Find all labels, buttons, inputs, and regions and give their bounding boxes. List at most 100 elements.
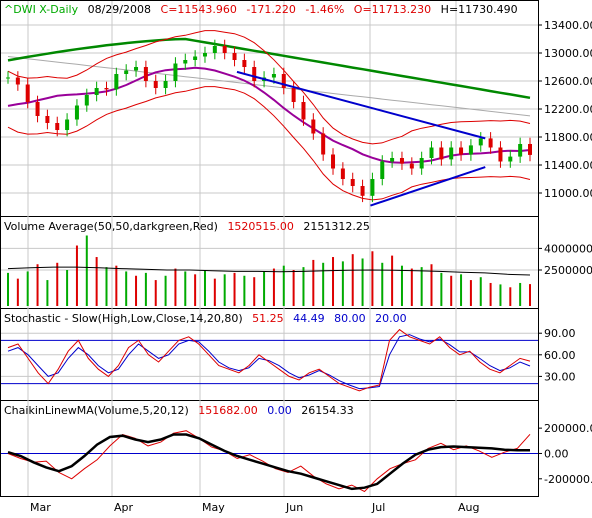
price-bar xyxy=(212,46,217,53)
y-tick-label: 11000.00 xyxy=(544,187,592,200)
price-bar xyxy=(15,77,20,85)
price-bar xyxy=(153,81,158,88)
chaikin-title: ChaikinLinewMA(Volume,5,20,12) xyxy=(4,404,189,417)
volume-value-1: 1520515.00 xyxy=(227,220,293,233)
price-bar xyxy=(202,53,207,57)
price-bar xyxy=(508,156,513,162)
change-pct-label: -1.46% xyxy=(305,3,344,16)
price-bar xyxy=(252,67,257,81)
price-bar xyxy=(409,163,414,169)
y-tick-label: 13000.00 xyxy=(544,47,592,60)
price-bar xyxy=(6,77,10,79)
price-bar xyxy=(478,138,483,146)
price-bar xyxy=(429,147,434,158)
y-tick-label: 11400.00 xyxy=(544,159,592,172)
chaikin-value-1: 151682.00 xyxy=(198,404,258,417)
price-bar xyxy=(291,88,296,102)
price-bar xyxy=(25,84,30,102)
y-tick-label: 30.00 xyxy=(544,370,576,383)
volume-value-2: 2151312.25 xyxy=(303,220,369,233)
symbol-label: ^DWI X-Daily xyxy=(4,3,79,16)
chaikin-layer xyxy=(1,430,538,493)
price-bar xyxy=(173,63,178,81)
price-bar xyxy=(134,67,139,71)
price-bar xyxy=(143,67,148,81)
x-tick-label: Apr xyxy=(114,501,134,514)
y-tick-label: 60.00 xyxy=(544,349,576,362)
volume-panel xyxy=(0,216,539,309)
price-header: ^DWI X-Daily 08/29/2008 C=11543.960 -171… xyxy=(4,3,518,16)
price-bar xyxy=(399,158,404,164)
y-tick-label: 12200.00 xyxy=(544,103,592,116)
price-bar xyxy=(528,144,532,155)
price-bar xyxy=(74,105,79,120)
stochastic-header: Stochastic - Slow(High,Low,Close,14,20,8… xyxy=(4,312,407,325)
price-bar xyxy=(104,88,109,90)
price-bar xyxy=(340,168,345,179)
trendline-lower xyxy=(370,166,486,207)
y-tick-label: 90.00 xyxy=(544,327,576,340)
stochastic-value-2: 44.49 xyxy=(293,312,325,325)
y-tick-label: 2500000 xyxy=(544,264,592,277)
price-bar xyxy=(419,158,424,169)
price-layer xyxy=(6,30,532,207)
price-bar xyxy=(183,60,188,64)
volume-layer xyxy=(7,235,531,306)
price-bar xyxy=(163,81,168,88)
price-bar xyxy=(498,147,503,162)
trendline-upper xyxy=(236,70,486,140)
price-bar xyxy=(45,116,50,123)
chaikin-panel xyxy=(0,400,539,497)
chaikin-value-3: 26154.33 xyxy=(301,404,354,417)
open-label: O=11713.230 xyxy=(354,3,431,16)
price-bar xyxy=(114,74,119,90)
grey-moving-average xyxy=(7,56,531,117)
y-tick-label: -200000.00 xyxy=(544,473,592,486)
y-tick-label: 0.00 xyxy=(544,447,569,460)
y-tick-label: 4000000 xyxy=(544,242,592,255)
price-bar xyxy=(271,74,276,78)
stochastic-value-4: 20.00 xyxy=(375,312,407,325)
x-tick-label: Mar xyxy=(30,501,51,514)
price-bar xyxy=(459,147,464,155)
upper-bollinger-band xyxy=(7,30,531,145)
price-bar xyxy=(350,179,355,186)
y-tick-label: 13400.00 xyxy=(544,19,592,32)
stochastic-value-3: 80.00 xyxy=(334,312,366,325)
change-label: -171.220 xyxy=(246,3,295,16)
chaikin-ma-line xyxy=(7,433,531,491)
volume-header: Volume Average(50,50,darkgreen,Red) 1520… xyxy=(4,220,370,233)
volume-title: Volume Average(50,50,darkgreen,Red) xyxy=(4,220,218,233)
price-bar xyxy=(35,102,40,116)
stochastic-k-line xyxy=(7,328,531,392)
stochastic-layer xyxy=(1,328,538,392)
price-bar xyxy=(518,144,523,157)
green-moving-average xyxy=(7,37,531,100)
close-label: C=11543.960 xyxy=(161,3,237,16)
price-bar xyxy=(331,154,336,169)
price-bar xyxy=(65,119,70,130)
x-tick-label: Jul xyxy=(371,501,385,514)
price-bar xyxy=(84,95,89,106)
price-bar xyxy=(321,133,326,155)
price-bar xyxy=(281,74,286,88)
price-bar xyxy=(301,102,306,120)
price-bar xyxy=(439,147,444,160)
volume-average-line xyxy=(7,266,531,276)
x-tick-label: Aug xyxy=(458,501,479,514)
high-label: H=11730.490 xyxy=(441,3,518,16)
stochastic-title: Stochastic - Slow(High,Low,Close,14,20,8… xyxy=(4,312,243,325)
x-axis-labels: Mar Apr May Jun Jul Aug xyxy=(30,501,479,514)
chaikin-value-2: 0.00 xyxy=(267,404,292,417)
stochastic-value-1: 51.25 xyxy=(252,312,284,325)
price-bar xyxy=(242,60,247,67)
y-axis-labels: 11000.00 11400.00 11800.00 12200.00 12600.00… xyxy=(538,19,592,486)
lower-bollinger-band xyxy=(7,86,531,201)
price-bar xyxy=(360,186,365,196)
y-tick-label: 12600.00 xyxy=(544,75,592,88)
price-bar xyxy=(488,138,493,148)
price-bar xyxy=(94,88,99,95)
y-tick-label: 11800.00 xyxy=(544,131,592,144)
chaikin-header: ChaikinLinewMA(Volume,5,20,12) 151682.00… xyxy=(4,404,354,417)
